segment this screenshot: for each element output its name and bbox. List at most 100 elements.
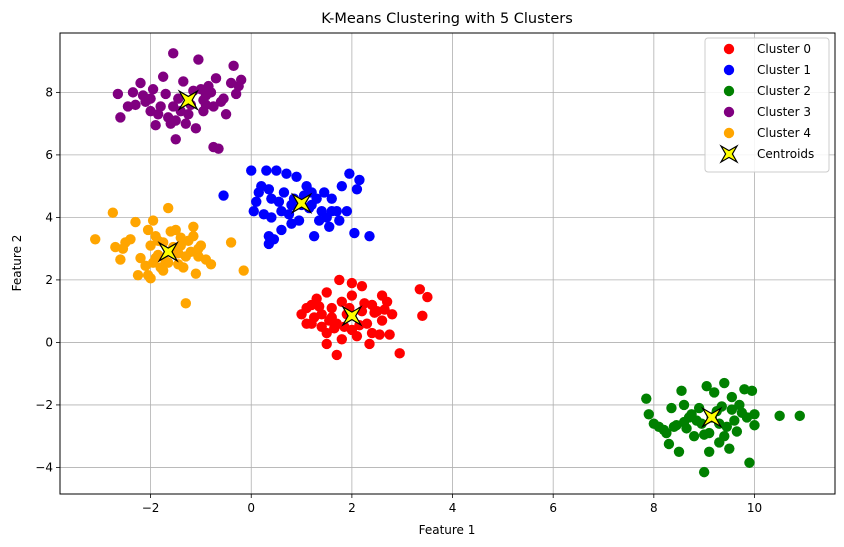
y-tick-label: −2 bbox=[35, 398, 53, 412]
cluster-2-point bbox=[653, 421, 665, 433]
cluster-4-point bbox=[145, 240, 156, 251]
cluster-4-point bbox=[90, 234, 101, 245]
cluster-1-point bbox=[326, 193, 337, 204]
cluster-0-point bbox=[346, 277, 358, 289]
cluster-1-point bbox=[293, 215, 305, 226]
cluster-3-point bbox=[137, 90, 149, 101]
cluster-2-point bbox=[666, 402, 677, 414]
cluster-0-point bbox=[384, 329, 395, 340]
cluster-0-point bbox=[386, 309, 398, 320]
x-tick-label: −2 bbox=[142, 501, 160, 515]
cluster-3-point bbox=[230, 88, 242, 100]
legend-label: Cluster 0 bbox=[757, 42, 811, 56]
cluster-0-point bbox=[336, 334, 348, 345]
legend-label: Cluster 2 bbox=[757, 84, 811, 98]
cluster-2-point bbox=[794, 410, 805, 422]
cluster-4-point bbox=[147, 257, 159, 268]
cluster-2-point bbox=[678, 399, 690, 411]
cluster-2-point bbox=[701, 380, 712, 392]
cluster-2-point bbox=[693, 402, 705, 414]
y-axis-label: Feature 2 bbox=[10, 235, 24, 292]
cluster-4-point bbox=[175, 232, 186, 243]
cluster-3-point bbox=[170, 134, 181, 145]
legend-marker bbox=[723, 64, 735, 76]
cluster-1-point bbox=[271, 165, 282, 176]
cluster-1-point bbox=[341, 205, 353, 217]
cluster-4-point bbox=[135, 252, 146, 264]
cluster-3-point bbox=[155, 101, 166, 112]
cluster-3-point bbox=[220, 109, 232, 120]
cluster-4-point bbox=[125, 234, 136, 245]
cluster-0-point bbox=[334, 274, 345, 286]
cluster-2-point bbox=[688, 430, 700, 442]
cluster-2-point bbox=[731, 426, 743, 437]
cluster-4-point bbox=[142, 270, 154, 281]
cluster-3-point bbox=[112, 88, 124, 100]
cluster-1-point bbox=[354, 174, 365, 186]
cluster-4-point bbox=[147, 215, 159, 226]
y-tick-label: −4 bbox=[35, 460, 53, 474]
cluster-1-point bbox=[251, 196, 262, 207]
legend-label: Cluster 1 bbox=[757, 63, 811, 77]
cluster-1-point bbox=[253, 187, 264, 198]
cluster-4-point bbox=[162, 202, 174, 214]
cluster-4-point bbox=[157, 265, 169, 276]
cluster-4-point bbox=[107, 207, 119, 218]
cluster-3-point bbox=[190, 123, 202, 134]
cluster-0-point bbox=[379, 304, 390, 315]
cluster-4-point bbox=[205, 259, 217, 270]
cluster-1-point bbox=[246, 165, 257, 176]
cluster-1-point bbox=[344, 168, 355, 179]
cluster-4-point bbox=[238, 265, 249, 276]
cluster-1-point bbox=[273, 196, 285, 207]
cluster-1-point bbox=[278, 187, 290, 198]
cluster-1-point bbox=[248, 205, 259, 217]
cluster-2-point bbox=[641, 393, 652, 404]
cluster-0-point bbox=[376, 290, 388, 301]
cluster-1-point bbox=[263, 184, 275, 195]
cluster-1-point bbox=[263, 230, 275, 242]
cluster-1-point bbox=[291, 171, 302, 182]
cluster-4-point bbox=[162, 257, 174, 268]
cluster-2-point bbox=[643, 409, 654, 420]
cluster-1-point bbox=[349, 227, 360, 239]
cluster-2-point bbox=[663, 438, 675, 450]
cluster-2-point bbox=[703, 446, 715, 458]
x-tick-label: 6 bbox=[549, 501, 557, 515]
cluster-0-point bbox=[369, 307, 380, 318]
legend-label: Cluster 4 bbox=[757, 126, 811, 140]
cluster-1-point bbox=[319, 187, 330, 198]
cluster-3-point bbox=[130, 99, 141, 111]
legend-box bbox=[704, 37, 830, 173]
cluster-0-point bbox=[374, 329, 385, 340]
cluster-3-point bbox=[173, 93, 184, 104]
cluster-1-point bbox=[286, 199, 297, 211]
cluster-0-point bbox=[417, 310, 428, 322]
cluster-0-point bbox=[351, 330, 363, 342]
cluster-2-point bbox=[698, 466, 710, 478]
cluster-0-point bbox=[339, 321, 350, 332]
cluster-0-point bbox=[316, 321, 327, 332]
cluster-0-point bbox=[356, 280, 368, 292]
legend-marker bbox=[723, 85, 735, 97]
cluster-4-point bbox=[193, 243, 204, 254]
cluster-0-point bbox=[301, 318, 312, 329]
cluster-2-point bbox=[734, 399, 745, 411]
cluster-0-point bbox=[394, 348, 405, 359]
cluster-1-point bbox=[266, 212, 277, 223]
cluster-3-point bbox=[147, 84, 159, 95]
cluster-4-point bbox=[142, 224, 154, 236]
cluster-3-point bbox=[175, 105, 186, 117]
cluster-2-point bbox=[678, 416, 690, 428]
cluster-2-point bbox=[719, 377, 730, 389]
cluster-1-point bbox=[308, 230, 320, 242]
cluster-2-point bbox=[673, 446, 685, 458]
cluster-1-point bbox=[276, 224, 287, 236]
cluster-4-point bbox=[173, 248, 184, 259]
cluster-3-point bbox=[150, 120, 161, 131]
cluster-0-point bbox=[329, 323, 340, 334]
cluster-3-point bbox=[235, 74, 247, 86]
legend-marker bbox=[723, 106, 735, 118]
cluster-4-point bbox=[190, 268, 202, 279]
